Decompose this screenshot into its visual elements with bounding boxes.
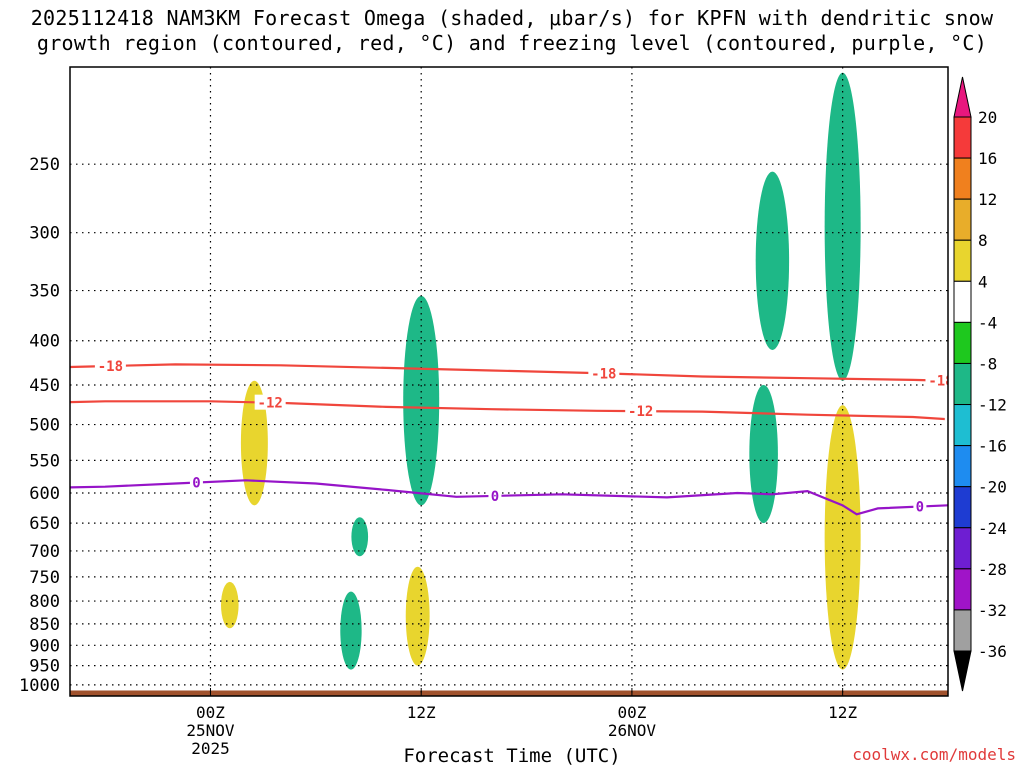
- colorbar: 20 16 12 8 4 -4 -8 -12 -16 -20 -24 -28 -32 -36: [953, 76, 1007, 692]
- omega-feature-9: [240, 380, 268, 506]
- contour-2: [70, 479, 948, 516]
- contour-label-1-0: -12: [258, 396, 283, 412]
- colorbar-swatch-12: [953, 609, 972, 652]
- y-tick-label-500: 500: [29, 416, 60, 436]
- colorbar-bottom-arrow: [953, 650, 972, 692]
- y-tick-label-550: 550: [29, 451, 60, 471]
- y-tick-label-450: 450: [29, 376, 60, 396]
- y-tick-label-750: 750: [29, 568, 60, 588]
- contour-label-2-2: 0: [916, 500, 924, 516]
- x-axis: 00Z25NOV202512Z00Z26NOV12Z00Z27NOV: [186, 688, 857, 758]
- x-tick-label-30-1: 26NOV: [608, 721, 657, 740]
- omega-feature-1: [824, 72, 861, 381]
- chart-title-line-1: 2025112418 NAM3KM Forecast Omega (shaded…: [30, 6, 994, 30]
- colorbar-label-10: -24: [978, 519, 1007, 538]
- contour-label-bg-1-1: [625, 403, 657, 419]
- contour-label-bg-0-2: [925, 372, 948, 388]
- contour-label-bg-0-1: [588, 365, 620, 381]
- grid-lines: [70, 67, 948, 696]
- colorbar-top-arrow: [953, 76, 972, 118]
- colorbar-label-8: -16: [978, 437, 1007, 456]
- colorbar-label-7: -12: [978, 396, 1007, 415]
- colorbar-swatch-10: [953, 527, 972, 570]
- contour-label-2-1: 0: [491, 489, 499, 505]
- colorbar-swatch-6: [953, 362, 972, 406]
- colorbar-label-0: 20: [978, 108, 997, 127]
- colorbar-label-4: 4: [978, 272, 988, 291]
- contour-label-bg-2-0: [189, 474, 203, 490]
- y-tick-label-800: 800: [29, 592, 60, 612]
- colorbar-label-6: -8: [978, 354, 997, 373]
- x-tick-label-6-0: 00Z: [196, 703, 225, 722]
- omega-feature-6: [340, 591, 362, 670]
- y-tick-label-900: 900: [29, 636, 60, 656]
- y-tick-label-350: 350: [29, 282, 60, 302]
- y-tick-label-650: 650: [29, 514, 60, 534]
- chart-title-line-2: growth region (contoured, red, °C) and f…: [36, 31, 988, 55]
- colorbar-swatch-0: [953, 116, 972, 159]
- omega-feature-8: [824, 405, 861, 670]
- contour-label-bg-0-0: [94, 358, 126, 374]
- x-tick-label-30-0: 00Z: [617, 703, 646, 722]
- colorbar-swatch-2: [953, 198, 972, 241]
- omega-feature-4: [749, 384, 778, 524]
- contour-1: [70, 400, 948, 421]
- y-tick-label-950: 950: [29, 657, 60, 677]
- colorbar-label-5: -4: [978, 313, 997, 332]
- colorbar-swatch-7: [953, 404, 972, 447]
- y-axis: 2503003504004505005506006507007508008509…: [19, 155, 60, 696]
- contour-label-2-0: 0: [192, 476, 200, 492]
- x-tick-label-6-1: 25NOV: [186, 721, 235, 740]
- x-tick-label-18-0: 12Z: [407, 703, 436, 722]
- colorbar-swatch-9: [953, 486, 972, 529]
- omega-feature-10: [405, 566, 430, 666]
- y-tick-label-400: 400: [29, 332, 60, 352]
- ground-below-surface: [70, 690, 948, 696]
- colorbar-label-12: -32: [978, 601, 1007, 620]
- omega-shading: [221, 72, 861, 670]
- y-tick-label-250: 250: [29, 155, 60, 175]
- colorbar-label-1: 16: [978, 149, 997, 168]
- contour-label-0-1: -18: [591, 366, 616, 382]
- omega-feature-3: [755, 171, 790, 351]
- colorbar-swatch-4: [953, 280, 972, 323]
- colorbar-label-3: 8: [978, 231, 988, 250]
- colorbar-swatch-11: [953, 568, 972, 611]
- contour-label-bg-1-0: [254, 394, 286, 410]
- colorbar-label-2: 12: [978, 190, 997, 209]
- y-tick-label-600: 600: [29, 484, 60, 504]
- colorbar-label-11: -28: [978, 560, 1007, 579]
- y-tick-label-1000: 1000: [19, 676, 60, 696]
- colorbar-swatch-8: [953, 445, 972, 488]
- contour-label-bg-1-2: [944, 412, 948, 428]
- x-tick-label-6-2: 2025: [191, 739, 230, 758]
- x-axis-title: Forecast Time (UTC): [403, 745, 621, 767]
- credit-text: coolwx.com/models: [852, 745, 1016, 764]
- contour-label-0-0: -18: [98, 359, 123, 375]
- colorbar-label-9: -20: [978, 478, 1007, 497]
- x-tick-label-42-0: 12Z: [828, 703, 857, 722]
- contour-label-0-2: -18: [928, 374, 953, 390]
- colorbar-swatch-3: [953, 239, 972, 282]
- contour-0: [70, 363, 948, 382]
- colorbar-swatch-5: [953, 321, 972, 364]
- y-tick-label-700: 700: [29, 542, 60, 562]
- contour-label-bg-2-2: [913, 498, 927, 514]
- y-tick-label-300: 300: [29, 224, 60, 244]
- omega-feature-5: [351, 517, 369, 557]
- colorbar-swatch-1: [953, 157, 972, 200]
- omega-feature-11: [221, 581, 239, 629]
- contour-label-1-1: -12: [628, 404, 653, 420]
- colorbar-label-13: -36: [978, 642, 1007, 661]
- y-tick-label-850: 850: [29, 615, 60, 635]
- omega-feature-2: [403, 295, 440, 506]
- contour-label-bg-2-1: [488, 487, 502, 503]
- plot-frame: [69, 66, 949, 697]
